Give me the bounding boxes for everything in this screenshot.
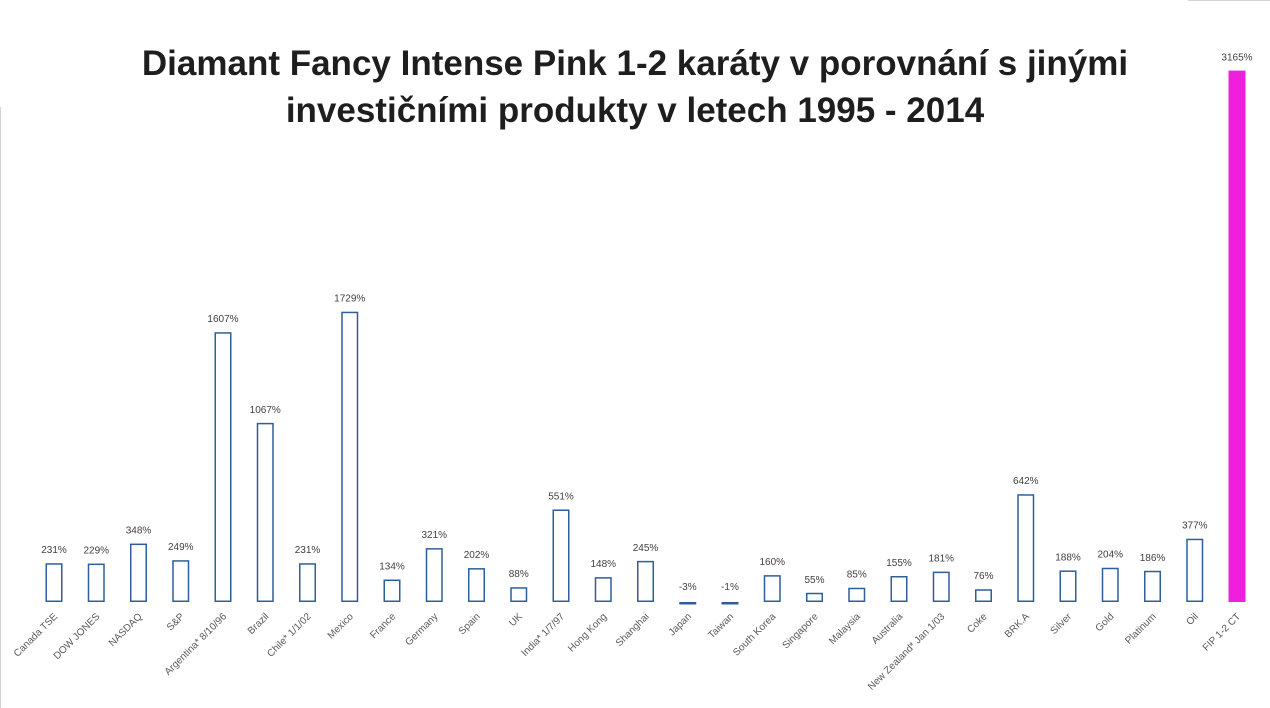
bar-value-label: 134% xyxy=(379,562,405,573)
bar xyxy=(763,575,781,602)
bar xyxy=(383,579,401,603)
bar-value-label: 1067% xyxy=(250,405,281,416)
category-label: Malaysia xyxy=(827,611,863,647)
category-label: New Zealand* Jan 1/03 xyxy=(866,611,948,693)
bar-value-label: 181% xyxy=(928,554,954,565)
bar-value-label: -1% xyxy=(721,582,739,593)
category-label: FIP 1-2 CT xyxy=(1201,611,1243,653)
category-label: Germany xyxy=(404,611,441,648)
bar-value-label: 160% xyxy=(759,557,785,568)
bar-highlight xyxy=(1228,70,1246,602)
bar-value-label: 249% xyxy=(168,542,194,553)
bar-value-label: 229% xyxy=(83,546,109,557)
bar-value-label: 231% xyxy=(295,545,321,556)
bar-value-label: 88% xyxy=(509,569,529,580)
bar-value-label: 377% xyxy=(1182,521,1208,532)
bar-value-label: 231% xyxy=(41,545,67,556)
bar xyxy=(1186,538,1204,603)
category-label: Mexico xyxy=(326,611,356,641)
bar-value-label: 155% xyxy=(886,558,912,569)
bar-value-label: 551% xyxy=(548,491,574,502)
bar-value-label: 188% xyxy=(1055,552,1081,563)
bar-value-label: -3% xyxy=(679,582,697,593)
bar xyxy=(806,592,823,603)
bar xyxy=(299,563,316,602)
bar xyxy=(637,560,654,603)
bar-value-label: 148% xyxy=(590,559,616,570)
bar-value-label: 85% xyxy=(847,570,867,581)
category-label: S&P xyxy=(165,611,187,633)
bar xyxy=(552,509,570,602)
category-label: Hong Kong xyxy=(566,611,609,654)
category-label: South Korea xyxy=(731,611,778,658)
category-label: Singapore xyxy=(781,611,821,651)
bar xyxy=(890,575,908,603)
category-label: India* 1/7/97 xyxy=(520,611,568,659)
bar xyxy=(468,568,485,603)
category-label: Australia xyxy=(870,611,906,647)
bar xyxy=(256,422,274,603)
bar-value-label: 202% xyxy=(464,550,490,561)
bar xyxy=(341,311,359,602)
frame-top-right-line xyxy=(1188,0,1270,1)
category-label: Taiwan xyxy=(706,611,736,641)
bar xyxy=(594,577,612,603)
bar-value-label: 55% xyxy=(804,575,824,586)
bar xyxy=(87,563,105,603)
bar-value-label: 321% xyxy=(421,530,447,541)
bar-value-label: 186% xyxy=(1140,553,1166,564)
bar-value-label: 204% xyxy=(1097,550,1123,561)
bar-value-label: 642% xyxy=(1013,476,1039,487)
bar-value-label: 1729% xyxy=(334,294,365,305)
frame-left-line xyxy=(0,107,1,708)
category-label: France xyxy=(368,611,398,641)
bar xyxy=(1144,570,1161,603)
bar-value-label: 245% xyxy=(633,543,659,554)
category-label: Japan xyxy=(667,611,694,638)
category-label: Platinum xyxy=(1123,611,1158,646)
category-label: Silver xyxy=(1049,611,1075,637)
bar xyxy=(130,543,147,602)
bar-value-label: 348% xyxy=(126,526,152,537)
chart-title: Diamant Fancy Intense Pink 1-2 karáty v … xyxy=(141,44,1129,130)
category-label: BRK.A xyxy=(1003,611,1032,640)
bar xyxy=(975,589,992,603)
category-label: Brazil xyxy=(246,611,271,636)
bar xyxy=(425,548,443,603)
category-label: NASDAQ xyxy=(107,611,145,649)
category-label: Coke xyxy=(965,611,990,636)
category-label: Gold xyxy=(1094,611,1117,634)
bar xyxy=(679,602,697,605)
category-label: Shanghai xyxy=(614,611,652,649)
bar xyxy=(1059,570,1077,603)
bar xyxy=(721,602,739,605)
category-label: Chile* 1/1/02 xyxy=(265,611,314,660)
bar xyxy=(510,587,528,602)
bar xyxy=(45,563,63,602)
bar xyxy=(848,587,866,603)
bar xyxy=(214,332,232,602)
bar xyxy=(1017,494,1035,602)
bar-value-label: 76% xyxy=(973,571,993,582)
category-label: UK xyxy=(507,611,525,629)
bar xyxy=(932,571,950,603)
bar-value-label: 3165% xyxy=(1221,53,1252,64)
bar xyxy=(172,560,190,602)
bar-value-label: 1607% xyxy=(207,314,238,325)
bar xyxy=(1101,567,1119,603)
category-label: Oil xyxy=(1184,611,1200,627)
category-label: Spain xyxy=(457,611,483,637)
